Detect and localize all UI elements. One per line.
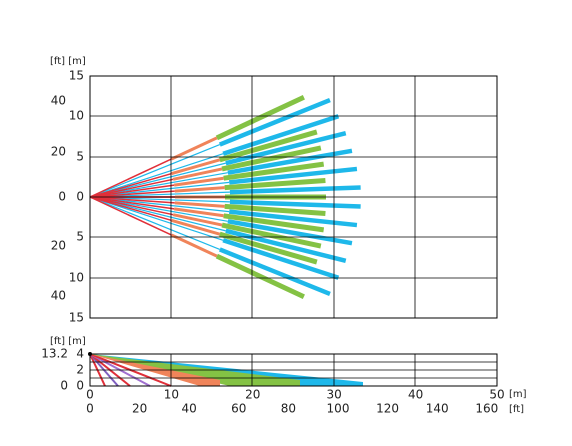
x-tick-label: 40 <box>408 388 423 402</box>
x-tick-label: 120 <box>376 402 399 416</box>
ray <box>89 196 224 241</box>
top-view-frame <box>89 75 498 319</box>
y-tick-label: 0 <box>76 379 84 393</box>
x-tick-label: 20 <box>245 388 260 402</box>
ray <box>228 209 358 228</box>
ray <box>89 196 230 213</box>
x-tick-label: 0 <box>86 402 94 416</box>
side-view-frame <box>89 353 498 387</box>
x-tick-label: 50 <box>489 388 504 402</box>
ray <box>89 196 221 251</box>
y-tick-label: 10 <box>69 109 84 123</box>
ray <box>218 97 331 147</box>
x-tick-label: 20 <box>132 402 147 416</box>
ray <box>89 143 221 198</box>
ray <box>89 162 226 198</box>
ray <box>224 178 326 191</box>
ray <box>89 196 175 204</box>
ray <box>171 218 221 236</box>
side-rays <box>88 352 363 387</box>
ray <box>228 166 358 185</box>
y-tick-label: 5 <box>76 230 84 244</box>
ray <box>219 129 318 163</box>
ray <box>224 203 326 216</box>
unit-label: [ft] [m] <box>50 56 86 67</box>
ray <box>227 148 353 175</box>
y-tick-label: 10 <box>69 271 84 285</box>
ray <box>218 247 331 297</box>
y-tick-label: 20 <box>51 145 66 159</box>
ray <box>89 196 226 232</box>
ray <box>223 213 325 233</box>
ray <box>89 178 174 198</box>
ray <box>89 190 175 198</box>
y-tick-label: 40 <box>51 289 66 303</box>
y-tick-label: 0 <box>76 190 84 204</box>
ray <box>174 186 225 193</box>
ray <box>89 172 172 198</box>
grid <box>90 76 497 386</box>
detection-rays <box>89 94 361 300</box>
x-tick-label: 60 <box>231 402 246 416</box>
ray <box>219 231 318 265</box>
y-tick-label: 15 <box>69 311 84 325</box>
unit-label: [ft] <box>509 404 524 415</box>
ray <box>89 196 230 203</box>
ray <box>170 136 218 161</box>
y-tick-label: 15 <box>69 69 84 83</box>
x-tick-label: 40 <box>182 402 197 416</box>
ray <box>89 172 228 198</box>
ray <box>222 238 340 280</box>
ray <box>225 131 347 166</box>
ray <box>173 207 224 218</box>
x-tick-label: 80 <box>281 402 296 416</box>
y-tick-label: 0 <box>58 190 66 204</box>
ray <box>89 196 172 222</box>
y-tick-label: 2 <box>76 363 84 377</box>
ray <box>172 167 223 181</box>
x-tick-label: 160 <box>475 402 498 416</box>
ray <box>89 196 175 210</box>
x-tick-label: 100 <box>327 402 350 416</box>
ray <box>221 222 322 249</box>
y-tick-label: 13.2 <box>41 347 68 361</box>
unit-label: [m] <box>509 389 527 400</box>
ray <box>89 181 230 198</box>
ray <box>215 253 305 300</box>
ray <box>89 158 172 198</box>
unit-label: [ft] [m] <box>50 336 86 347</box>
ray <box>89 196 174 216</box>
ray <box>223 161 325 181</box>
ray <box>222 114 340 156</box>
ray <box>173 176 224 187</box>
ray <box>170 233 218 258</box>
ray <box>172 213 223 227</box>
ray <box>227 219 353 246</box>
ray <box>89 196 172 236</box>
ray <box>171 158 221 176</box>
x-tick-label: 140 <box>426 402 449 416</box>
ray <box>225 228 347 263</box>
ray <box>174 201 225 208</box>
y-tick-label: 0 <box>60 379 68 393</box>
x-tick-label: 0 <box>86 388 94 402</box>
ray <box>89 191 230 198</box>
y-tick-label: 20 <box>51 239 66 253</box>
y-tick-label: 40 <box>51 94 66 108</box>
ray <box>89 196 228 222</box>
ray <box>215 94 305 141</box>
ray <box>221 145 322 172</box>
ray <box>89 184 175 198</box>
x-tick-label: 10 <box>164 388 179 402</box>
y-tick-label: 4 <box>76 347 84 361</box>
x-tick-label: 30 <box>327 388 342 402</box>
ray <box>89 153 224 198</box>
y-tick-label: 5 <box>76 150 84 164</box>
